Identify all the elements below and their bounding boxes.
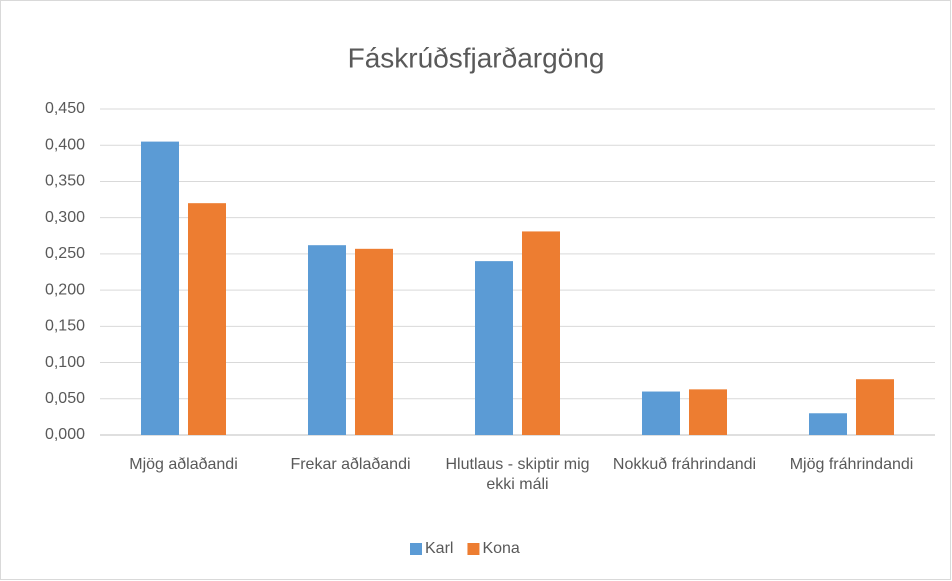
bar [689,389,727,435]
bar [308,245,346,435]
y-tick-label: 0,050 [45,390,85,407]
legend-swatch [410,543,422,555]
y-tick-label: 0,350 [45,173,85,190]
legend-label: Kona [482,540,519,557]
bar [188,203,226,435]
x-tick-label: Mjög fráhrindandi [789,456,914,473]
x-tick-label: Nokkuð fráhrindandi [612,456,757,473]
bar [141,141,179,435]
x-tick-label: Frekar aðlaðandi [290,456,411,473]
y-tick-label: 0,400 [45,136,85,153]
legend-swatch [467,543,480,555]
y-tick-label: 0,100 [45,354,85,371]
x-tick-label: Mjög aðlaðandi [129,456,238,473]
bar [642,391,680,435]
bar [809,413,847,435]
y-tick-label: 0,200 [45,281,85,298]
y-tick-label: 0,450 [45,100,85,117]
bar [355,248,393,435]
y-tick-label: 0,300 [45,209,85,226]
chart-title: Fáskrúðsfjarðargöng [348,42,605,73]
bar [522,231,560,435]
y-tick-label: 0,150 [45,318,85,335]
x-tick-label: Hlutlaus - skiptir mig ekki máli [445,456,590,493]
y-tick-label: 0,250 [45,245,85,262]
bar [475,261,513,435]
y-tick-label: 0,000 [45,426,85,443]
bar [856,379,894,435]
legend-label: Karl [425,540,453,557]
